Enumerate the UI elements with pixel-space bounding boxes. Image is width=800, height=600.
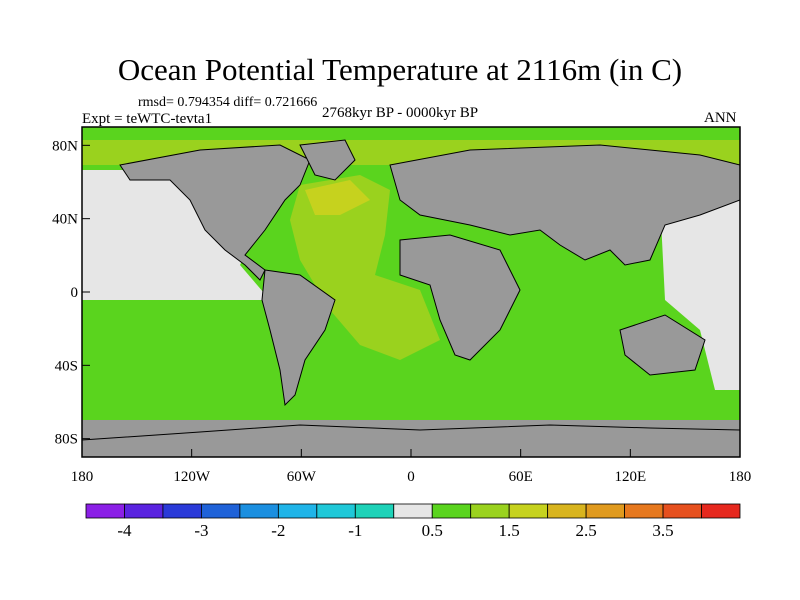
lon-tick-label: 120E	[614, 469, 646, 485]
colorbar-swatch	[508, 503, 549, 519]
lon-tick-label: 60E	[509, 469, 533, 485]
lat-tick-label: 0	[71, 285, 79, 301]
lon-tick-label: 180	[729, 469, 752, 485]
colorbar-swatch	[354, 503, 395, 519]
colorbar-label: 0.5	[422, 521, 443, 540]
africa	[399, 234, 521, 361]
colorbar-swatch	[547, 503, 587, 519]
colorbar-label: 2.5	[575, 521, 596, 540]
colorbar-label: -4	[117, 521, 132, 540]
lon-ticks: 180 120W 60W 0 60E 120E 180	[71, 449, 752, 485]
lat-tick-label: 40N	[52, 212, 78, 228]
colorbar-swatch	[85, 503, 125, 519]
colorbar-label: 3.5	[652, 521, 673, 540]
eurasia	[389, 144, 740, 266]
rmsd-diff-stats: rmsd= 0.794354 diff= 0.721666	[138, 95, 318, 110]
atlantic-field	[290, 175, 440, 360]
colorbar-swatch	[277, 503, 318, 519]
australia	[619, 314, 706, 376]
experiment-label: Expt = teWTC-tevta1	[82, 111, 213, 127]
antarctica	[82, 424, 740, 457]
greenland	[299, 139, 356, 181]
lon-tick-label: 180	[71, 469, 94, 485]
lon-tick-label: 120W	[173, 469, 211, 485]
south-america	[261, 269, 336, 407]
colorbar-label: -2	[271, 521, 285, 540]
colorbar-label: -3	[194, 521, 208, 540]
colorbar-swatch	[701, 503, 741, 519]
lat-tick-label: 80S	[55, 432, 78, 448]
land-masses	[82, 139, 740, 457]
plot-title: Ocean Potential Temperature at 2116m (in…	[117, 52, 683, 87]
lon-tick-label: 0	[407, 469, 415, 485]
lon-tick-label: 60W	[287, 469, 317, 485]
time-period-label: 2768kyr BP - 0000kyr BP	[322, 105, 479, 121]
colorbar-swatch	[470, 503, 510, 519]
lat-tick-label: 40S	[55, 358, 78, 374]
lat-ticks: 80N 40N 0 40S 80S	[52, 138, 90, 448]
colorbar-label: 1.5	[499, 521, 520, 540]
colorbar-swatch	[431, 503, 472, 519]
colorbar-swatch	[624, 503, 664, 519]
colorbar-swatch	[316, 503, 356, 519]
colorbar-swatch	[662, 503, 702, 519]
colorbar-swatch	[162, 503, 202, 519]
colorbar-swatch	[201, 503, 241, 519]
colorbar-swatch	[124, 503, 164, 519]
lat-tick-label: 80N	[52, 138, 78, 154]
colorbar-swatch	[585, 503, 625, 519]
colorbar-label: -1	[348, 521, 362, 540]
colorbar-swatch	[393, 503, 433, 519]
north-atlantic-core	[305, 180, 370, 215]
colorbar-swatch	[239, 503, 279, 519]
season-label: ANN	[704, 110, 737, 126]
west-pacific-field	[660, 200, 740, 390]
